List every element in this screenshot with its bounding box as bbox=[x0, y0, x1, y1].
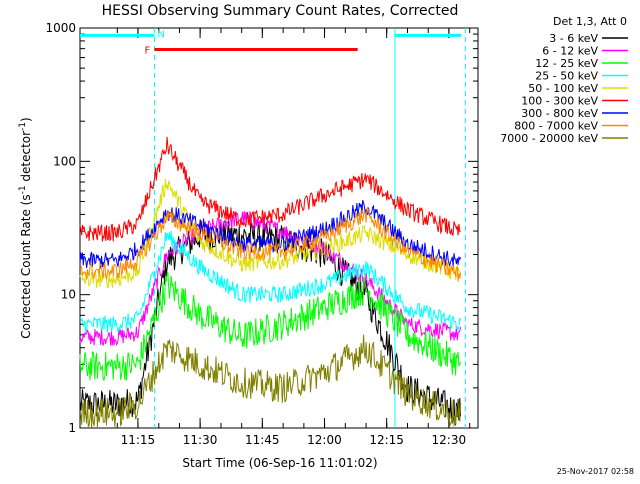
x-tick-label: 11:15 bbox=[121, 433, 156, 447]
y-tick-label: 1000 bbox=[45, 21, 76, 35]
series-line bbox=[79, 334, 462, 428]
x-axis-label: Start Time (06-Sep-16 11:01:02) bbox=[182, 456, 377, 470]
y-tick-label: 100 bbox=[53, 154, 76, 168]
legend-label: 6 - 12 keV bbox=[542, 45, 598, 58]
x-tick-label: 12:30 bbox=[432, 433, 467, 447]
legend-label: 25 - 50 keV bbox=[535, 70, 598, 83]
footer-stamp: 25-Nov-2017 02:58 bbox=[556, 467, 634, 476]
flag-label: N bbox=[157, 29, 164, 40]
legend-label: 7000 - 20000 keV bbox=[500, 132, 598, 145]
y-tick-label: 10 bbox=[61, 288, 76, 302]
x-tick-label: 11:45 bbox=[245, 433, 280, 447]
y-tick-label: 1 bbox=[68, 421, 76, 435]
flag-label: F bbox=[144, 45, 150, 56]
x-tick-label: 12:15 bbox=[369, 433, 404, 447]
series-line bbox=[79, 210, 462, 346]
series-line bbox=[79, 230, 462, 333]
y-axis-label: Corrected Count Rate (s-1 detector-1) bbox=[18, 117, 33, 338]
series-line bbox=[79, 272, 462, 381]
legend-label: 50 - 100 keV bbox=[528, 82, 598, 95]
series-line bbox=[79, 220, 462, 426]
legend-label: 300 - 800 keV bbox=[521, 107, 598, 120]
legend-label: 100 - 300 keV bbox=[521, 95, 598, 108]
chart-title: HESSI Observing Summary Count Rates, Cor… bbox=[102, 3, 459, 19]
legend-title: Det 1,3, Att 0 bbox=[553, 15, 627, 28]
plot-area: Corrected Count Rate (s-1 detector-1) 1 10… bbox=[18, 21, 628, 447]
legend-label: 800 - 7000 keV bbox=[514, 120, 598, 133]
legend-label: 12 - 25 keV bbox=[535, 57, 598, 70]
x-tick-label: 12:00 bbox=[307, 433, 342, 447]
series-line bbox=[79, 206, 462, 282]
series-line bbox=[79, 136, 461, 242]
legend-label: 3 - 6 keV bbox=[549, 32, 598, 45]
series-line bbox=[79, 178, 462, 289]
plot-frame bbox=[79, 27, 479, 429]
x-tick-label: 11:30 bbox=[183, 433, 218, 447]
